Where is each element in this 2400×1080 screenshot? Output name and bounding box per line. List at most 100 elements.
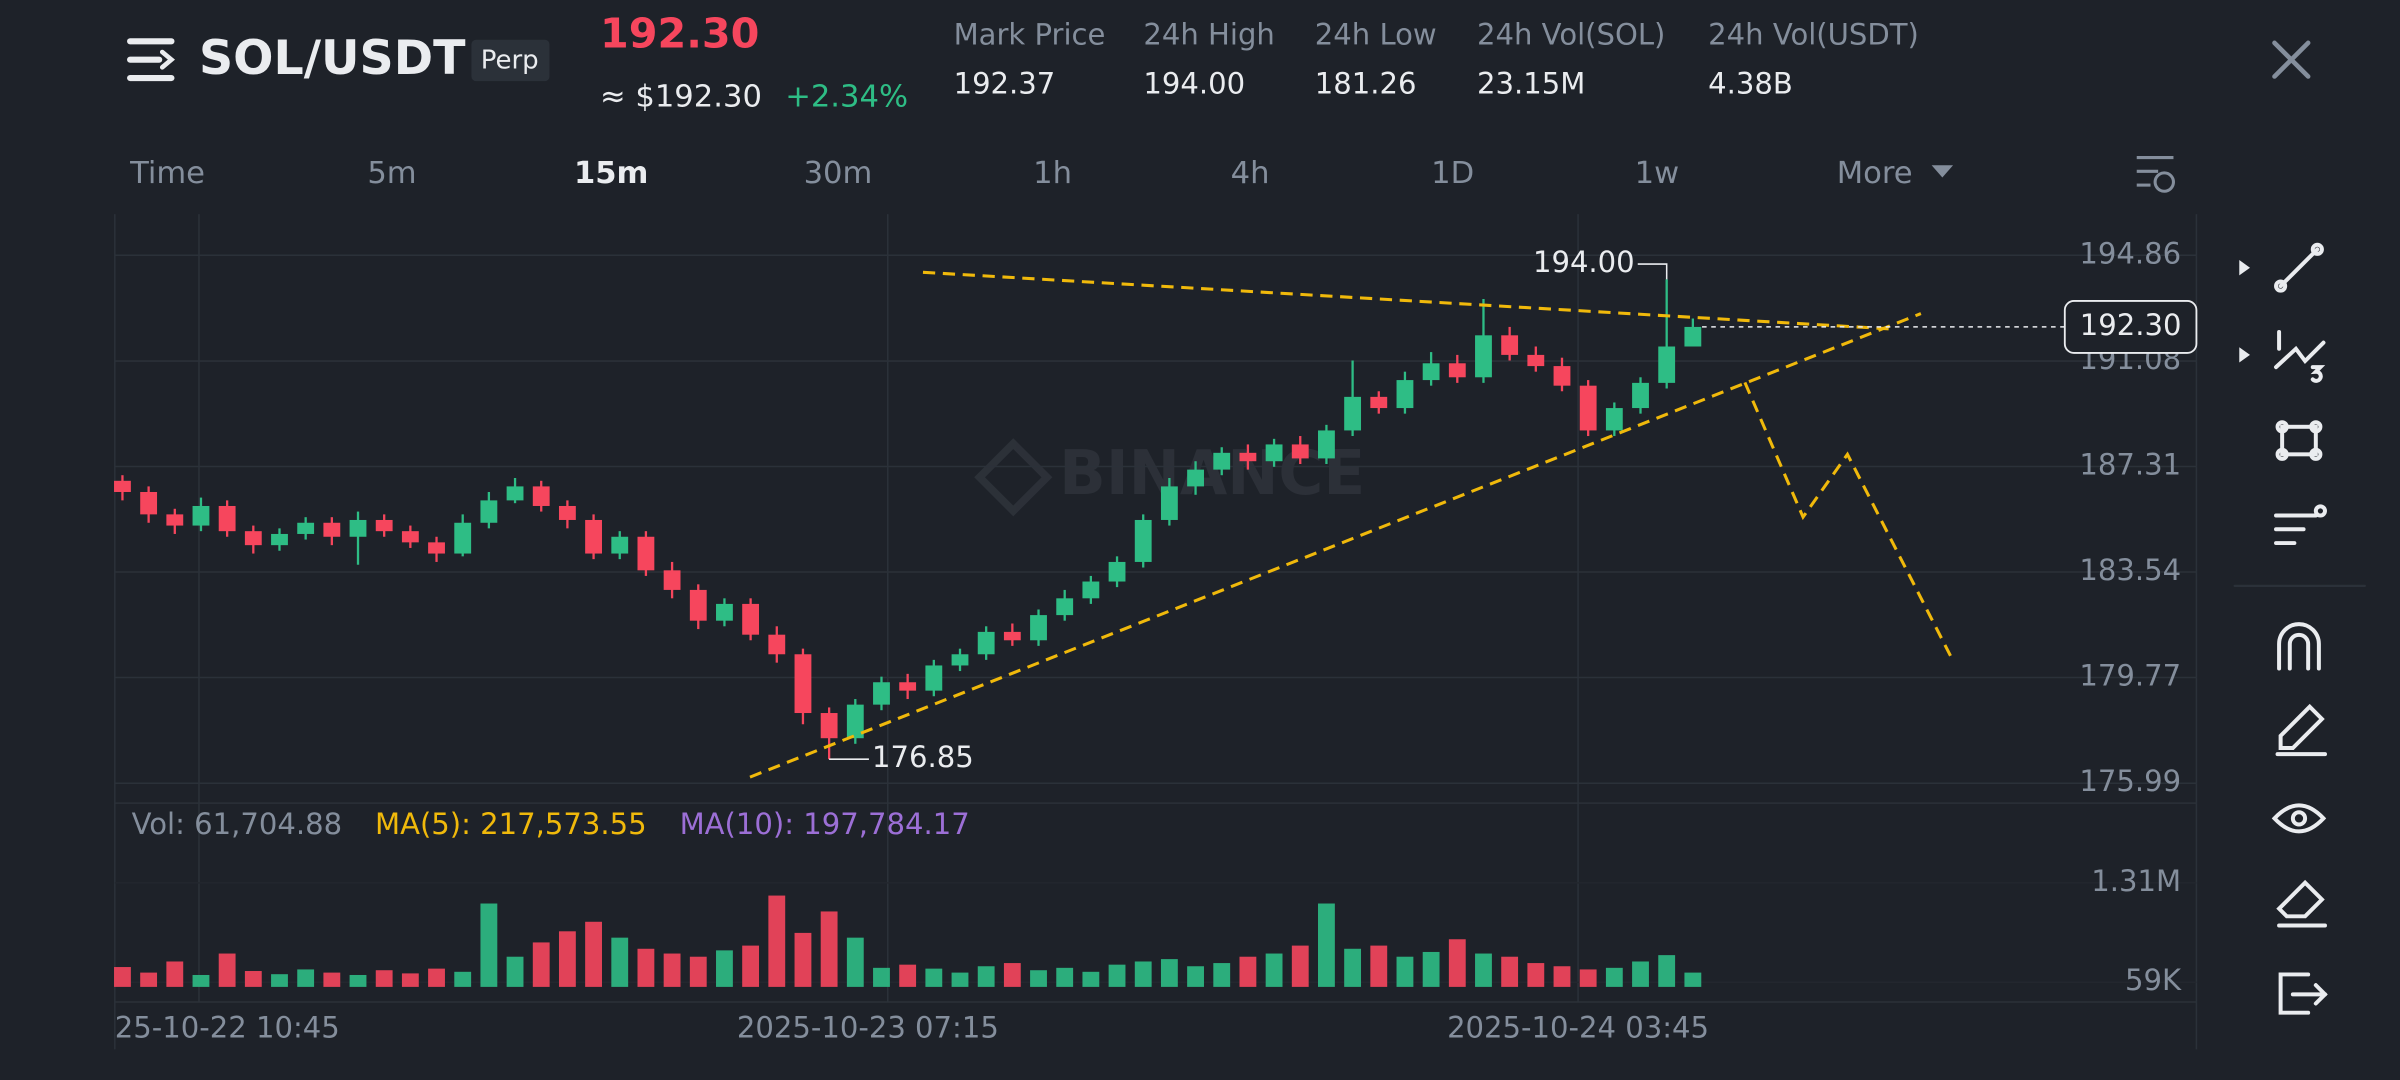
candle-body: [244, 531, 262, 546]
timeframe[interactable]: 4h: [1231, 156, 1270, 191]
timeframe[interactable]: 30m: [804, 156, 873, 191]
volume-bar: [506, 956, 524, 987]
x-label: 2025-10-23 07:15: [737, 1011, 999, 1045]
volume-bar: [1344, 948, 1362, 987]
volume-bar: [1160, 959, 1178, 987]
volume-bar: [558, 931, 576, 987]
volume-bar: [1134, 961, 1152, 987]
stat-label: 24h High: [1143, 18, 1274, 52]
candle-body: [454, 522, 472, 554]
candle-body: [558, 505, 576, 520]
candle-body: [1553, 366, 1571, 386]
volume-bar: [1108, 964, 1126, 987]
volume-bar: [1291, 945, 1309, 987]
volume-bar: [218, 953, 236, 987]
stat-value: 4.38B: [1708, 67, 1793, 101]
volume-bar: [820, 911, 838, 987]
volume-bar: [140, 972, 158, 987]
volume-bar: [166, 961, 184, 987]
candle-body: [1475, 335, 1492, 378]
volume-bar: [192, 974, 210, 987]
eraser-tool[interactable]: [2276, 879, 2327, 928]
price-change: +2.34%: [785, 79, 908, 114]
candle-body: [1265, 444, 1283, 462]
volume-bar: [1501, 956, 1519, 987]
stat-label: 24h Vol(USDT): [1708, 18, 1919, 52]
exit-tool[interactable]: [2278, 972, 2328, 1015]
candle-body: [899, 682, 917, 691]
volume-bar: [1658, 955, 1676, 987]
candle-body: [1448, 363, 1466, 378]
candle-body: [768, 634, 786, 655]
candle-body: [1396, 380, 1414, 409]
volume-bar: [742, 945, 760, 987]
pencil-tool[interactable]: [2275, 703, 2327, 757]
candle-body: [820, 713, 838, 739]
candle-body: [1187, 469, 1204, 487]
stat-label: Mark Price: [954, 18, 1106, 52]
badge-bg: [471, 39, 550, 82]
candle-body: [1003, 631, 1021, 641]
candles: [114, 279, 1702, 760]
volume-bar: [114, 967, 131, 987]
watermark-text: BINANCE: [1059, 438, 1365, 509]
stat-value: 23.15M: [1477, 67, 1585, 101]
timeframe[interactable]: 15m: [574, 156, 648, 191]
candle-body: [1501, 335, 1519, 355]
text-tool[interactable]: [2274, 504, 2327, 546]
toolbar: [2233, 242, 2366, 1015]
candle-body: [794, 654, 812, 714]
candle-body: [1108, 561, 1126, 582]
menu-icon[interactable]: [127, 38, 176, 82]
volume-bar: [1396, 956, 1414, 987]
fib-tool[interactable]: [2274, 329, 2326, 383]
settings-icon[interactable]: [2136, 156, 2175, 193]
stat-label: 24h Low: [1315, 18, 1437, 52]
candle-body: [1422, 363, 1440, 381]
timeframe[interactable]: 1h: [1033, 156, 1072, 191]
badge: Perp: [481, 46, 539, 76]
y-tick-label: 179.77: [2079, 658, 2181, 692]
volume-bar: [349, 974, 367, 987]
volume-bar: [532, 942, 550, 987]
magnet-tool[interactable]: [2277, 622, 2321, 671]
volume-bar: [1553, 966, 1571, 987]
eye-tool[interactable]: [2271, 803, 2327, 834]
volume-bar: [1370, 945, 1388, 987]
volume-bar: [637, 948, 655, 987]
stats: Mark Price 192.37 24h High 194.00 24h Low 181…: [954, 18, 1919, 101]
candle-body: [218, 505, 236, 532]
shape-tool[interactable]: [2275, 420, 2323, 461]
candle-body: [1291, 444, 1309, 459]
volume-bar: [663, 953, 681, 987]
x-label: 25-10-22 10:45: [115, 1011, 340, 1045]
candle-body: [506, 486, 524, 501]
candle-body: [375, 519, 393, 532]
stat-value: 194.00: [1143, 67, 1245, 101]
volume-bar: [1448, 939, 1466, 987]
candle-body: [1134, 519, 1152, 562]
candle-body: [1082, 581, 1100, 599]
candle-body: [951, 654, 969, 666]
symbol[interactable]: SOL/USDT: [199, 31, 466, 86]
volume-bar: [1684, 972, 1702, 987]
timeframe[interactable]: More: [1837, 156, 1913, 191]
trend-drawings[interactable]: [749, 270, 1955, 779]
vol-legend: Vol: 61,704.88: [132, 807, 342, 841]
timeframe[interactable]: 1D: [1431, 156, 1474, 191]
volume-bar: [768, 895, 786, 987]
timeframe[interactable]: 5m: [367, 156, 416, 191]
timeframe[interactable]: Time: [129, 156, 205, 191]
approx-price: ≈ $192.30: [600, 79, 762, 114]
last-price: 192.30: [600, 10, 759, 58]
line-tool[interactable]: [2274, 242, 2324, 293]
close-button[interactable]: [2272, 40, 2311, 79]
volume-bar: [1030, 970, 1047, 987]
timeframe[interactable]: 1w: [1635, 156, 1680, 191]
volume-bar: [480, 903, 498, 987]
candle-body: [1239, 452, 1257, 462]
volume-bar: [1579, 969, 1597, 987]
volume-bar: [1475, 953, 1492, 987]
